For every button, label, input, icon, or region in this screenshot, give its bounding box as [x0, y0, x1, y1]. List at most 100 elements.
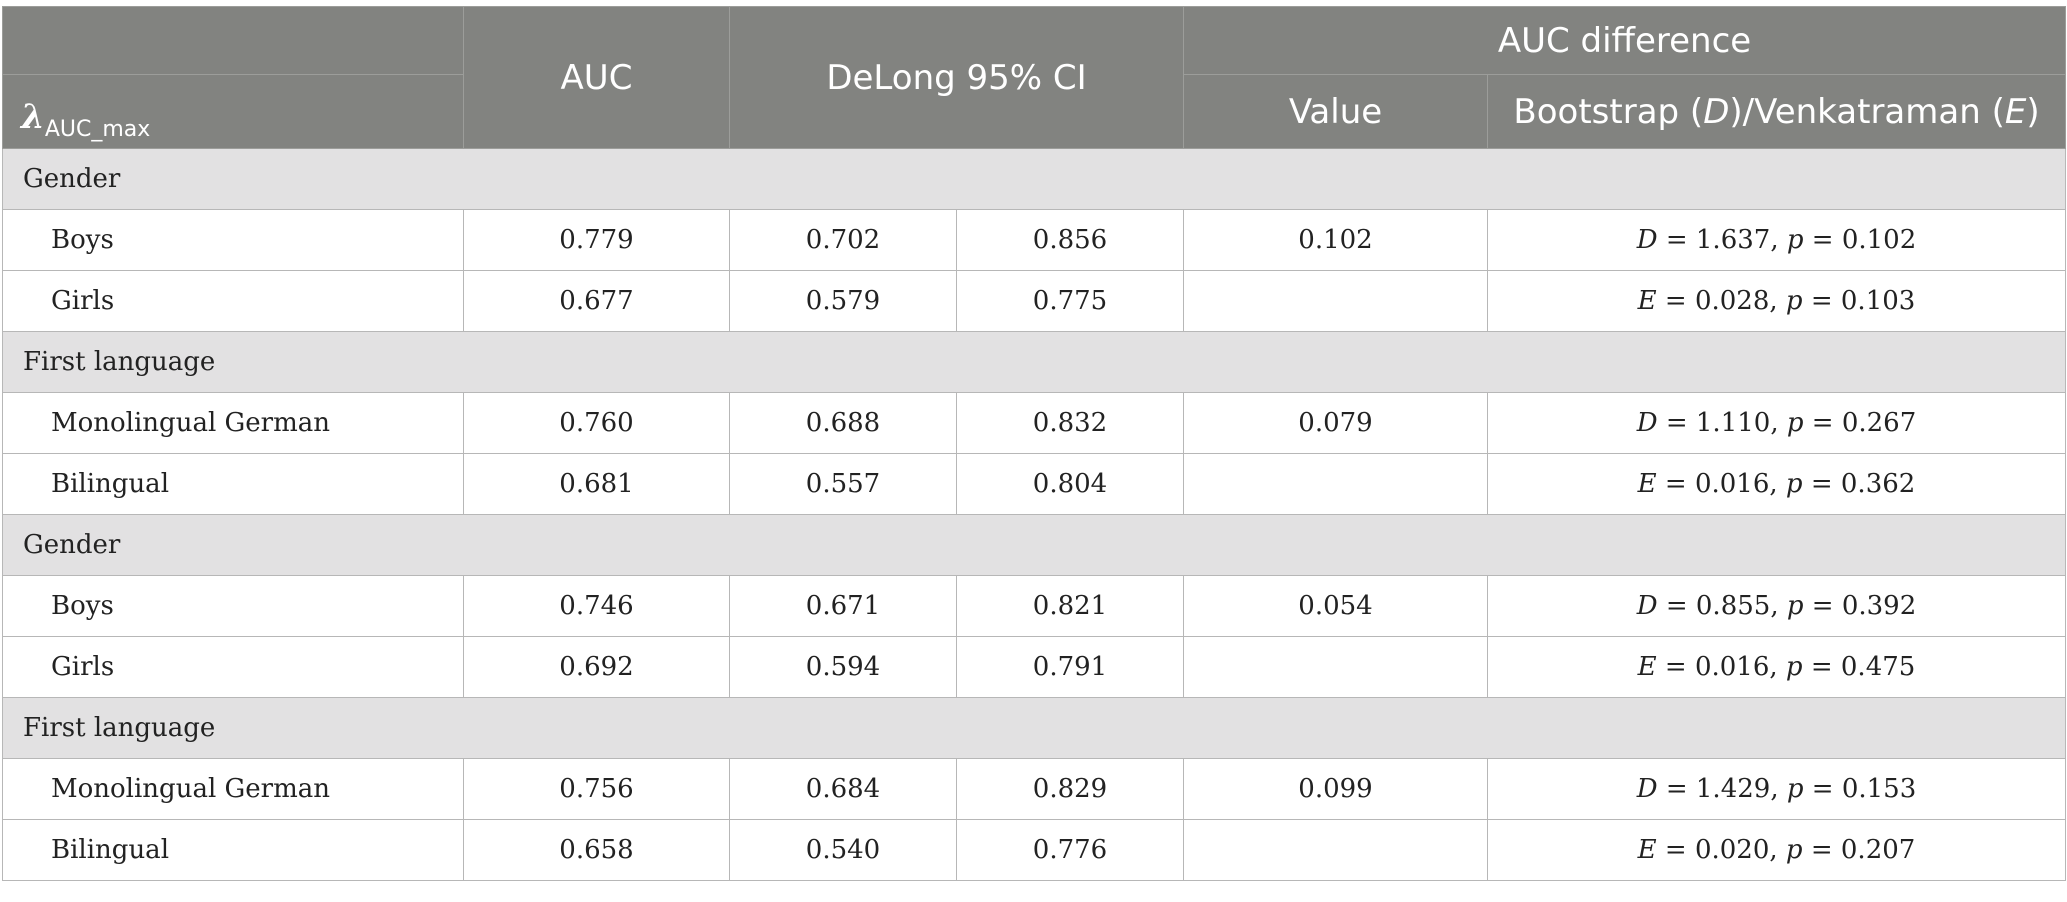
auc-cell: 0.677: [463, 270, 730, 332]
p-letter: p: [1786, 774, 1804, 804]
ci-lower-cell: 0.579: [729, 270, 957, 332]
ci-upper-cell: 0.804: [956, 453, 1184, 515]
difference-cell: [1183, 270, 1488, 332]
auc-cell: 0.760: [463, 392, 730, 454]
table-row: Monolingual German 0.756 0.684 0.829 0.099 D …: [2, 758, 2066, 820]
ci-upper-cell: 0.829: [956, 758, 1184, 820]
test-statistic-cell: D = 0.855, p = 0.392: [1487, 575, 2066, 637]
row-label: Bilingual: [2, 453, 464, 515]
difference-cell: 0.102: [1183, 209, 1488, 271]
p-value: = 0.207: [1802, 835, 1916, 865]
header-test-prefix: Bootstrap (: [1513, 91, 1704, 132]
p-value: = 0.102: [1803, 225, 1917, 255]
stat-value: = 0.020,: [1656, 835, 1786, 865]
stat-value: = 0.016,: [1656, 652, 1786, 682]
difference-cell: [1183, 819, 1488, 881]
ci-lower-cell: 0.594: [729, 636, 957, 698]
header-value: Value: [1183, 74, 1488, 149]
stat-value: = 0.855,: [1657, 591, 1787, 621]
stat-letter: D: [1636, 591, 1658, 621]
ci-upper-cell: 0.821: [956, 575, 1184, 637]
section-row: First language: [2, 697, 2066, 759]
header-test-e: E: [2004, 91, 2027, 132]
table-header: AUC DeLong 95% CI AUC difference λAUC_ma…: [2, 6, 2066, 149]
header-blank-cell: [2, 6, 464, 75]
header-auc-difference: AUC difference: [1183, 6, 2066, 75]
table-row: Girls 0.692 0.594 0.791 E = 0.016, p = 0.475: [2, 636, 2066, 698]
test-statistic-cell: D = 1.429, p = 0.153: [1487, 758, 2066, 820]
results-table: AUC DeLong 95% CI AUC difference λAUC_ma…: [2, 6, 2066, 881]
row-label: Girls: [2, 270, 464, 332]
auc-cell: 0.756: [463, 758, 730, 820]
ci-lower-cell: 0.557: [729, 453, 957, 515]
ci-lower-cell: 0.684: [729, 758, 957, 820]
p-value: = 0.392: [1803, 591, 1917, 621]
lambda-symbol: λ: [21, 97, 45, 137]
test-statistic-cell: E = 0.028, p = 0.103: [1487, 270, 2066, 332]
header-ci: DeLong 95% CI: [729, 6, 1184, 149]
section-title: First language: [2, 331, 2066, 393]
ci-upper-cell: 0.791: [956, 636, 1184, 698]
auc-cell: 0.779: [463, 209, 730, 271]
stat-value: = 0.016,: [1656, 469, 1786, 499]
row-label: Boys: [2, 209, 464, 271]
p-letter: p: [1785, 286, 1803, 316]
p-letter: p: [1786, 591, 1804, 621]
header-test-mid: )/Venkatraman (: [1729, 91, 2005, 132]
test-statistic-cell: D = 1.110, p = 0.267: [1487, 392, 2066, 454]
stat-value: = 1.110,: [1657, 408, 1787, 438]
stat-letter: E: [1637, 286, 1657, 316]
p-value: = 0.475: [1802, 652, 1916, 682]
row-label: Bilingual: [2, 819, 464, 881]
stat-letter: D: [1636, 225, 1658, 255]
ci-upper-cell: 0.776: [956, 819, 1184, 881]
stat-letter: D: [1636, 408, 1658, 438]
lambda-subscript: AUC_max: [44, 117, 151, 142]
stat-value: = 0.028,: [1656, 286, 1786, 316]
difference-cell: [1183, 453, 1488, 515]
auc-cell: 0.658: [463, 819, 730, 881]
p-value: = 0.362: [1802, 469, 1916, 499]
ci-upper-cell: 0.856: [956, 209, 1184, 271]
header-test: Bootstrap (D)/Venkatraman (E): [1487, 74, 2066, 149]
header-lambda: λAUC_max: [2, 74, 464, 149]
stat-value: = 1.637,: [1657, 225, 1787, 255]
table-row: Boys 0.746 0.671 0.821 0.054 D = 0.855, p = 0…: [2, 575, 2066, 637]
section-title: First language: [2, 697, 2066, 759]
p-letter: p: [1785, 469, 1803, 499]
p-value: = 0.103: [1802, 286, 1916, 316]
test-statistic-cell: E = 0.016, p = 0.362: [1487, 453, 2066, 515]
section-title: Gender: [2, 148, 2066, 210]
table-row: Boys 0.779 0.702 0.856 0.102 D = 1.637, p = 0…: [2, 209, 2066, 271]
header-auc: AUC: [463, 6, 730, 149]
test-statistic-cell: D = 1.637, p = 0.102: [1487, 209, 2066, 271]
header-test-suffix: ): [2026, 91, 2040, 132]
section-row: Gender: [2, 514, 2066, 576]
p-letter: p: [1785, 835, 1803, 865]
stat-letter: E: [1637, 652, 1657, 682]
section-row: Gender: [2, 148, 2066, 210]
section-row: First language: [2, 331, 2066, 393]
difference-cell: 0.079: [1183, 392, 1488, 454]
row-label: Girls: [2, 636, 464, 698]
row-label: Monolingual German: [2, 758, 464, 820]
ci-lower-cell: 0.540: [729, 819, 957, 881]
ci-lower-cell: 0.702: [729, 209, 957, 271]
p-letter: p: [1785, 652, 1803, 682]
table-row: Bilingual 0.681 0.557 0.804 E = 0.016, p = 0…: [2, 453, 2066, 515]
stat-letter: E: [1637, 835, 1657, 865]
auc-cell: 0.746: [463, 575, 730, 637]
section-title: Gender: [2, 514, 2066, 576]
table-row: Monolingual German 0.760 0.688 0.832 0.079 D …: [2, 392, 2066, 454]
p-value: = 0.153: [1803, 774, 1917, 804]
p-letter: p: [1786, 225, 1804, 255]
auc-cell: 0.681: [463, 453, 730, 515]
test-statistic-cell: E = 0.016, p = 0.475: [1487, 636, 2066, 698]
p-letter: p: [1786, 408, 1804, 438]
difference-cell: [1183, 636, 1488, 698]
difference-cell: 0.099: [1183, 758, 1488, 820]
table-body: Gender Boys 0.779 0.702 0.856 0.102 D = 1.637,…: [2, 148, 2066, 881]
header-test-d: D: [1703, 91, 1730, 132]
p-value: = 0.267: [1803, 408, 1917, 438]
auc-cell: 0.692: [463, 636, 730, 698]
